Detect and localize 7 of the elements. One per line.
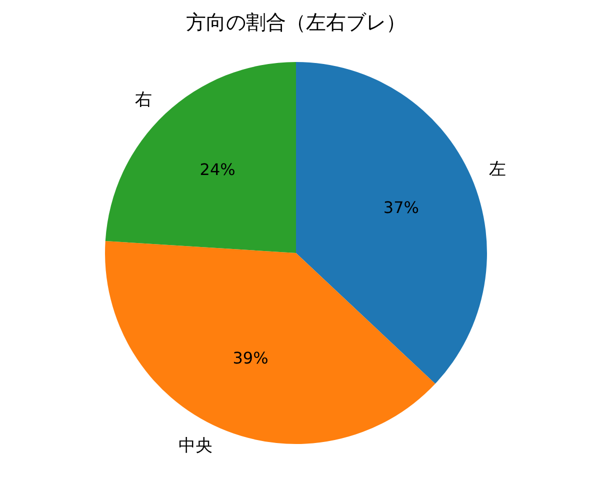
data-label: 37% (383, 198, 419, 217)
slice-label: 左 (488, 160, 506, 180)
chart-title: 方向の割合（左右ブレ） (186, 10, 406, 34)
slice-label: 右 (135, 90, 152, 110)
slice-label: 中央 (178, 436, 213, 456)
data-label: 24% (200, 160, 236, 179)
data-label: 39% (232, 348, 268, 368)
